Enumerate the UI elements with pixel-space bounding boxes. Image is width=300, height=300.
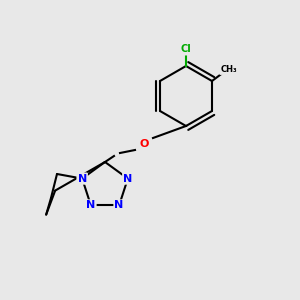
Text: Cl: Cl xyxy=(181,44,191,55)
Text: N: N xyxy=(123,174,133,184)
Text: CH₃: CH₃ xyxy=(220,65,237,74)
Text: N: N xyxy=(77,174,87,184)
Text: O: O xyxy=(139,139,149,149)
Text: N: N xyxy=(115,200,124,210)
Text: N: N xyxy=(86,200,95,210)
